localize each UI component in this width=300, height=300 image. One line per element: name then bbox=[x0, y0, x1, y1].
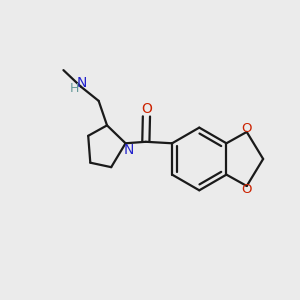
Text: H: H bbox=[70, 82, 79, 94]
Text: O: O bbox=[242, 122, 252, 135]
Text: N: N bbox=[123, 143, 134, 157]
Text: O: O bbox=[242, 183, 252, 196]
Text: O: O bbox=[141, 102, 152, 116]
Text: N: N bbox=[77, 76, 87, 90]
